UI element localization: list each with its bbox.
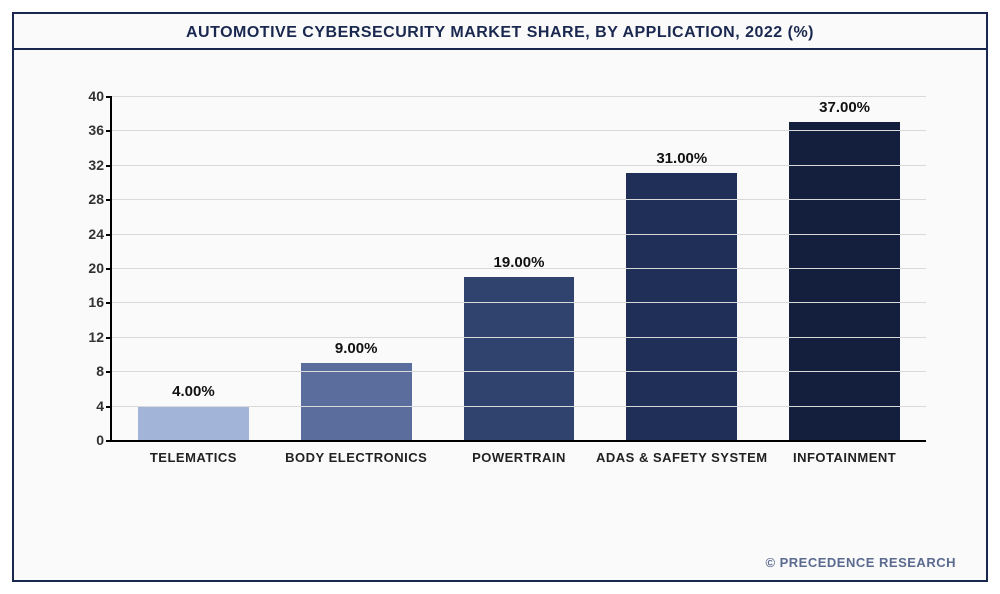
gridline [112, 406, 926, 407]
bar [626, 173, 737, 440]
bar [789, 122, 900, 440]
y-tick-label: 0 [68, 432, 104, 448]
y-tick-mark [106, 371, 112, 373]
y-tick-label: 12 [68, 329, 104, 345]
y-tick-mark [106, 165, 112, 167]
y-tick-label: 20 [68, 260, 104, 276]
y-tick-label: 28 [68, 191, 104, 207]
bar [301, 363, 412, 440]
chart-title: AUTOMOTIVE CYBERSECURITY MARKET SHARE, B… [186, 24, 814, 41]
bar-value-label: 9.00% [275, 340, 438, 357]
gridline [112, 165, 926, 166]
gridline [112, 130, 926, 131]
x-category-label: INFOTAINMENT [714, 450, 974, 466]
y-tick-label: 16 [68, 294, 104, 310]
y-tick-label: 4 [68, 398, 104, 414]
y-tick-mark [106, 96, 112, 98]
y-tick-mark [106, 440, 112, 442]
bar-value-label: 37.00% [763, 99, 926, 116]
gridline [112, 302, 926, 303]
gridline [112, 371, 926, 372]
gridline [112, 268, 926, 269]
title-bar: AUTOMOTIVE CYBERSECURITY MARKET SHARE, B… [14, 14, 986, 50]
plot-area: 4.00%TELEMATICS9.00%BODY ELECTRONICS19.0… [110, 96, 926, 442]
y-tick-label: 40 [68, 88, 104, 104]
y-tick-label: 8 [68, 363, 104, 379]
y-tick-label: 32 [68, 157, 104, 173]
y-tick-label: 36 [68, 122, 104, 138]
chart-area: 4.00%TELEMATICS9.00%BODY ELECTRONICS19.0… [54, 78, 946, 498]
footer-credit: © PRECEDENCE RESEARCH [765, 555, 956, 570]
y-tick-mark [106, 130, 112, 132]
bar-value-label: 4.00% [112, 383, 275, 400]
y-tick-label: 24 [68, 226, 104, 242]
y-tick-mark [106, 268, 112, 270]
gridline [112, 96, 926, 97]
bar [464, 277, 575, 440]
y-tick-mark [106, 234, 112, 236]
y-tick-mark [106, 406, 112, 408]
bar [138, 406, 249, 440]
chart-frame: AUTOMOTIVE CYBERSECURITY MARKET SHARE, B… [12, 12, 988, 582]
y-tick-mark [106, 302, 112, 304]
gridline [112, 199, 926, 200]
gridline [112, 337, 926, 338]
y-tick-mark [106, 199, 112, 201]
gridline [112, 234, 926, 235]
y-tick-mark [106, 337, 112, 339]
